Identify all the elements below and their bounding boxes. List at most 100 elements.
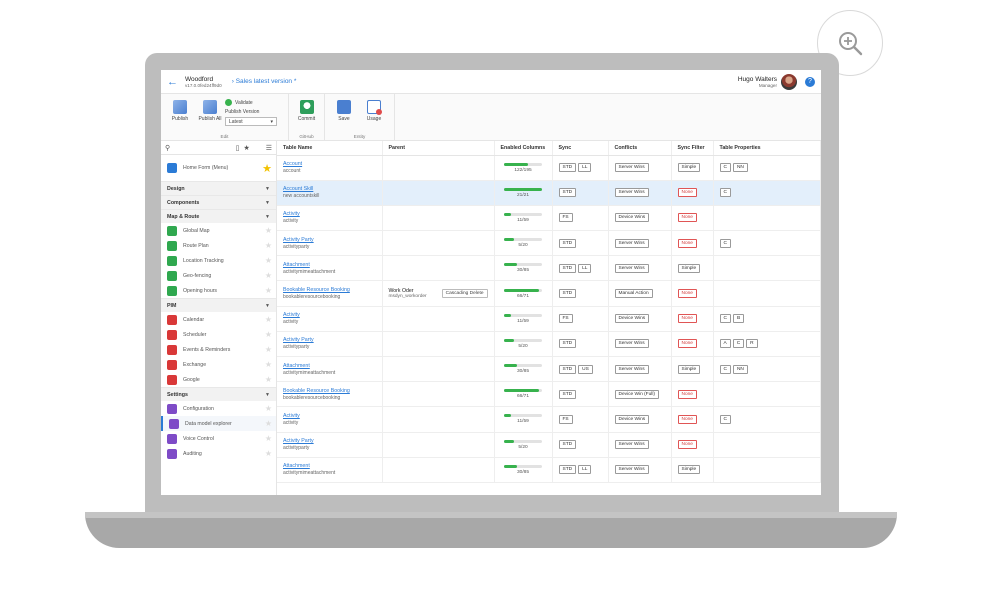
list-icon[interactable]: ☰ xyxy=(265,144,272,152)
property-badge[interactable]: C xyxy=(719,364,731,374)
save-button[interactable]: Save xyxy=(329,98,359,122)
table-row[interactable]: Account Skill new accountskill 21/21 STD Ser… xyxy=(277,180,821,206)
sync-badge[interactable]: FS xyxy=(558,414,573,424)
column-header-sync[interactable]: Sync xyxy=(552,141,609,156)
property-badge[interactable]: C xyxy=(732,339,745,349)
commit-button[interactable]: Commit xyxy=(293,98,320,122)
favorite-star-icon[interactable]: ★ xyxy=(264,286,272,295)
sync-badge[interactable]: LL xyxy=(578,465,592,475)
publish-all-button[interactable]: Publish All xyxy=(195,98,225,122)
user-menu[interactable]: Hugo Walters Manager xyxy=(738,73,797,90)
table-name-link[interactable]: Activity xyxy=(283,412,300,419)
sidebar-item-configuration[interactable]: Configuration ★ xyxy=(161,401,276,416)
table-name-link[interactable]: Activity Party xyxy=(283,236,314,243)
table-name-link[interactable]: Attachment xyxy=(283,362,310,369)
usage-button[interactable]: Usage xyxy=(359,98,389,122)
favorite-star-icon[interactable]: ★ xyxy=(262,162,272,175)
conflicts-badge[interactable]: Device Wins xyxy=(614,414,650,424)
table-row[interactable]: Activity activity 11/59 FS Device Wins None xyxy=(277,205,821,232)
sync-badge[interactable]: FS xyxy=(558,314,573,324)
star-icon[interactable]: ★ xyxy=(243,144,250,152)
conflicts-badge[interactable]: Device Win (Full) xyxy=(614,389,660,399)
help-icon[interactable]: ? xyxy=(805,76,815,87)
sidebar-item-route-plan[interactable]: Route Plan ★ xyxy=(161,238,276,253)
property-badge[interactable]: A xyxy=(719,339,731,349)
sync-badge[interactable]: US xyxy=(578,364,593,374)
sync-badge[interactable]: STD xyxy=(558,163,577,173)
sidebar-item-geo-fencing[interactable]: Geo-fencing ★ xyxy=(161,268,276,283)
sync-filter-badge[interactable]: None xyxy=(677,440,697,450)
conflicts-badge[interactable]: Device Wins xyxy=(614,213,650,223)
table-name-link[interactable]: Bookable Resource Booking xyxy=(283,387,350,394)
table-row[interactable]: Activity activity 11/59 FS Device Wins None C xyxy=(277,406,821,433)
favorite-star-icon[interactable]: ★ xyxy=(264,330,272,339)
conflicts-badge[interactable]: Server Wins xyxy=(614,440,649,450)
sync-badge[interactable]: STD xyxy=(558,364,577,374)
sidebar-item-calendar[interactable]: Calendar ★ xyxy=(161,312,276,327)
sidebar-section-settings[interactable]: Settings ▼ xyxy=(161,387,276,401)
conflicts-badge[interactable]: Server Wins xyxy=(614,339,649,349)
conflicts-badge[interactable]: Server Wins xyxy=(614,238,649,248)
table-name-link[interactable]: Attachment xyxy=(283,261,310,268)
table-name-link[interactable]: Bookable Resource Booking xyxy=(283,287,350,294)
sidebar-item-home-form[interactable]: Home Form (Menu) ★ xyxy=(161,155,276,181)
table-row[interactable]: Bookable Resource Booking bookableresourc… xyxy=(277,381,821,408)
column-header-table-properties[interactable]: Table Properties xyxy=(713,141,821,156)
validate-button[interactable]: Validate xyxy=(225,99,283,106)
sidebar-item-google[interactable]: Google ★ xyxy=(161,372,276,387)
column-header-table-name[interactable]: Table Name xyxy=(277,141,383,156)
table-name-link[interactable]: Activity xyxy=(283,211,300,218)
favorite-star-icon[interactable]: ★ xyxy=(264,241,272,250)
sync-badge[interactable]: STD xyxy=(558,440,577,450)
sidebar-item-scheduler[interactable]: Scheduler ★ xyxy=(161,327,276,342)
table-row[interactable]: Activity Party activityparty 5/20 STD Server… xyxy=(277,331,821,358)
favorite-star-icon[interactable]: ★ xyxy=(264,271,272,280)
table-name-link[interactable]: Account xyxy=(283,161,303,168)
sync-filter-badge[interactable]: None xyxy=(677,238,697,248)
favorite-star-icon[interactable]: ★ xyxy=(264,419,272,428)
column-header-conflicts[interactable]: Conflicts xyxy=(608,141,672,156)
sync-badge[interactable]: STD xyxy=(558,289,577,299)
conflicts-badge[interactable]: Device Wins xyxy=(614,314,650,324)
sync-badge[interactable]: STD xyxy=(558,339,577,349)
sidebar-item-location-tracking[interactable]: Location Tracking ★ xyxy=(161,253,276,268)
favorite-star-icon[interactable]: ★ xyxy=(264,449,272,458)
table-row[interactable]: Activity Party activityparty 5/20 STD Server… xyxy=(277,230,821,257)
sidebar-section-map-route[interactable]: Map & Route ▼ xyxy=(161,209,276,223)
sync-filter-badge[interactable]: Simple xyxy=(677,465,701,475)
sync-badge[interactable]: FS xyxy=(558,213,573,223)
table-row[interactable]: Activity activity 11/59 FS Device Wins None C B xyxy=(277,306,821,332)
phone-icon[interactable]: ▯ xyxy=(235,144,240,152)
sync-filter-badge[interactable]: None xyxy=(677,414,697,424)
table-row[interactable]: Attachment activitymimeattachment 30/85 STD… xyxy=(277,255,821,282)
property-badge[interactable]: C xyxy=(719,414,731,424)
sync-badge[interactable]: LL xyxy=(578,163,592,173)
favorite-star-icon[interactable]: ★ xyxy=(264,375,272,384)
table-name-link[interactable]: Activity xyxy=(283,312,300,319)
property-badge[interactable]: NN xyxy=(732,163,748,173)
table-name-link[interactable]: Account Skill xyxy=(283,186,314,193)
publish-version-select[interactable]: Latest ▾ xyxy=(225,117,277,126)
sidebar-item-global-map[interactable]: Global Map ★ xyxy=(161,223,276,238)
property-badge[interactable]: B xyxy=(732,314,745,324)
sync-filter-badge[interactable]: Simple xyxy=(677,364,701,374)
sidebar-item-voice-control[interactable]: Voice Control ★ xyxy=(161,431,276,446)
favorite-star-icon[interactable]: ★ xyxy=(264,315,272,324)
conflicts-badge[interactable]: Server Wins xyxy=(614,465,649,475)
property-badge[interactable]: R xyxy=(746,339,758,349)
sync-filter-badge[interactable]: Simple xyxy=(677,163,701,173)
favorite-star-icon[interactable]: ★ xyxy=(264,434,272,443)
avatar[interactable] xyxy=(781,73,797,90)
property-badge[interactable]: C xyxy=(719,163,731,173)
conflicts-badge[interactable]: Server Wins xyxy=(614,163,649,173)
sync-badge[interactable]: STD xyxy=(558,389,577,399)
conflicts-badge[interactable]: Server Wins xyxy=(614,188,649,198)
sidebar-item-auditing[interactable]: Auditing ★ xyxy=(161,446,276,461)
property-badge[interactable]: C xyxy=(719,238,731,248)
column-header-enabled-columns[interactable]: Enabled Columns xyxy=(494,141,553,156)
sync-filter-badge[interactable]: None xyxy=(677,213,697,223)
sync-badge[interactable]: LL xyxy=(578,263,592,273)
property-badge[interactable]: NN xyxy=(732,364,748,374)
arrow-left-icon[interactable]: ← xyxy=(167,75,178,88)
favorite-star-icon[interactable]: ★ xyxy=(264,360,272,369)
